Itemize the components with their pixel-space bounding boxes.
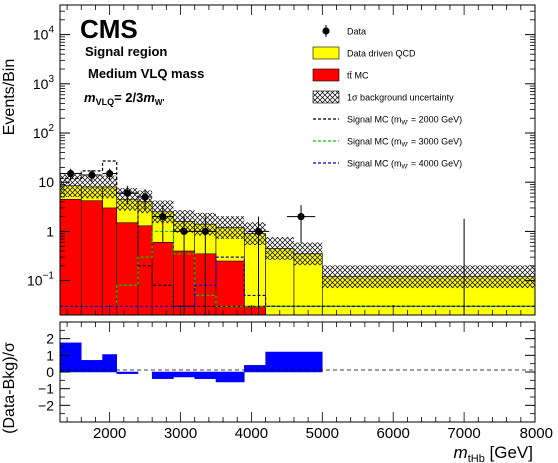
x-tick-label: 6000: [377, 425, 410, 442]
legend-label-sig4000: Signal MC (mW' = 4000 GeV): [347, 159, 462, 171]
uncertainty-band: [293, 242, 323, 266]
ratio-y-axis-label: (Data-Bkg)/σ: [1, 342, 18, 434]
data-point: [159, 213, 167, 221]
x-tick-label: 4000: [235, 425, 268, 442]
signal-curve-2: [60, 230, 535, 307]
uncertainty-band: [102, 175, 117, 199]
main-y-axis: 10−1 1 10 102 103 104: [27, 4, 535, 289]
y-tick-label: 10−1: [27, 271, 54, 289]
legend-label-qcd: Data driven QCD: [347, 49, 416, 59]
region-label: Signal region: [85, 44, 167, 59]
ratio-bar: [293, 351, 323, 373]
ttbar-bar: [244, 306, 266, 316]
ratio-bar: [102, 354, 117, 373]
main-panel: 10−1 1 10 102 103 104 Events/Bin CMS Signal r…: [1, 4, 536, 316]
legend-swatch-qcd: [312, 46, 340, 60]
ratio-bar: [151, 371, 174, 379]
y-tick-label: 103: [33, 74, 55, 92]
ratio-y-tick-label: 2: [46, 331, 54, 347]
qcd-bar: [244, 233, 266, 316]
data-point: [297, 213, 305, 221]
ttbar-bar: [137, 225, 153, 316]
data-point: [106, 169, 114, 178]
x-tick-label: 8000: [520, 425, 553, 442]
ratio-bar: [215, 371, 245, 383]
legend-label-ttbar: tt̄ MC: [347, 71, 369, 81]
data-point: [254, 227, 263, 236]
signal-curve-1: [60, 160, 535, 307]
ratio-bar: [265, 351, 295, 373]
y-tick-label: 1: [46, 223, 54, 239]
main-frame: [59, 4, 536, 316]
ratio-x-axis: 2000 3000 4000 5000 6000 7000 8000: [66, 322, 553, 442]
uncertainty-band: [60, 174, 82, 198]
data-point: [180, 227, 188, 236]
uncertainty-band: [215, 216, 245, 239]
uncertainty-band: [265, 237, 294, 260]
ratio-y-axis: 210−1−2: [38, 329, 535, 415]
ratio-bar: [116, 371, 139, 374]
ratio-panel: 210−1−2 2000 3000 4000 5000 6000 7000 8000 (Da…: [1, 321, 553, 463]
main-y-axis-label: Events/Bin: [1, 59, 18, 135]
legend-label-sig2000: Signal MC (mW' = 2000 GeV): [347, 115, 462, 127]
y-tick-label: 104: [33, 25, 55, 43]
x-tick-label: 2000: [93, 425, 126, 442]
ratio-bar: [173, 371, 195, 378]
x-tick-label: 5000: [306, 425, 339, 442]
ttbar-bar: [102, 207, 118, 316]
legend-swatch-unc: [312, 90, 340, 104]
ratio-y-tick-label: −1: [38, 381, 54, 397]
coupling-label: mVLQ= 2/3mW': [84, 90, 164, 107]
uncertainty-band: [81, 175, 103, 199]
legend: Data Data driven QCD tt̄ MC 1σ background u…: [312, 25, 462, 171]
ratio-y-tick-label: 1: [46, 347, 54, 363]
ratio-y-tick-label: 0: [46, 364, 54, 380]
main-histograms: [59, 174, 536, 316]
data-point: [141, 193, 149, 201]
ratio-y-tick-label: −2: [38, 397, 54, 413]
y-tick-label: 10: [38, 174, 54, 190]
legend-label-data: Data: [347, 27, 366, 37]
mass-label: Medium VLQ mass: [88, 66, 204, 81]
data-points: [60, 168, 465, 315]
ratio-bar: [194, 371, 217, 379]
legend-label-unc: 1σ background uncertainty: [347, 93, 454, 103]
x-tick-label: 7000: [447, 425, 480, 442]
ttbar-bar: [151, 242, 174, 316]
cms-label: CMS: [80, 14, 138, 44]
legend-data-marker: [322, 27, 330, 35]
x-tick-label: 3000: [164, 425, 197, 442]
uncertainty-band: [244, 222, 266, 246]
ratio-histogram: [59, 342, 323, 383]
main-x-ticks: [66, 5, 536, 315]
data-point: [67, 169, 75, 178]
data-point: [88, 171, 96, 179]
x-axis-label: mtHb [GeV]: [454, 443, 533, 463]
ttbar-bar: [116, 222, 139, 316]
ttbar-bar: [80, 200, 103, 316]
legend-label-sig3000: Signal MC (mW' = 3000 GeV): [347, 137, 462, 149]
y-tick-label: 102: [33, 123, 55, 141]
data-point: [123, 189, 131, 197]
uncertainty-band: [322, 265, 535, 289]
legend-swatch-ttbar: [312, 68, 340, 82]
data-point: [201, 227, 209, 236]
ratio-bar: [244, 365, 266, 373]
